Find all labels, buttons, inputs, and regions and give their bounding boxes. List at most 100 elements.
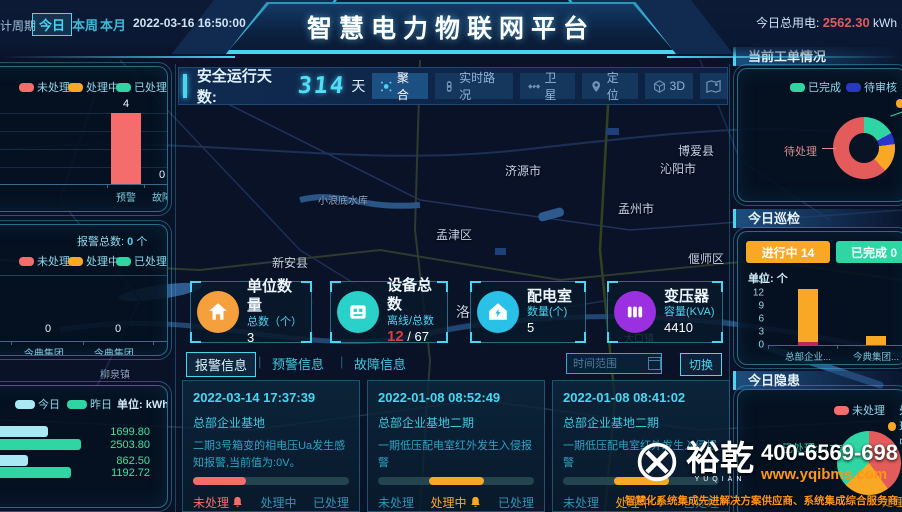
hbar-today [0, 455, 28, 466]
axis-category: 总部企业... [785, 352, 831, 363]
status-handled[interactable]: 已处理 [682, 496, 719, 510]
map-label-water: 小浪底水库 [318, 196, 368, 207]
map-button-traffic[interactable]: 实时路况 [434, 71, 514, 102]
website: www.yqibms.com [760, 465, 888, 483]
y-tick: 12 [752, 287, 764, 299]
time-range-input[interactable] [566, 353, 662, 374]
calendar-icon[interactable] [648, 357, 661, 370]
status-processing[interactable]: 处理中 [260, 496, 297, 510]
alarm-time: 2022-01-08 08:52:49 [378, 390, 501, 405]
period-tab-today[interactable]: 今日 [32, 13, 73, 36]
tab-warning-info[interactable]: 预警信息 [272, 357, 325, 372]
tab-alarm-info[interactable]: 报警信息 [186, 352, 257, 377]
energy-value: 2562.30 [822, 15, 870, 30]
legend-item: 未处理 [19, 253, 70, 269]
hbar-yesterday [0, 467, 71, 478]
energy-label: 今日总用电: [756, 16, 820, 30]
bar-inspection [798, 289, 818, 342]
progress-fill [429, 477, 485, 485]
legend-item: 处理中 [68, 79, 119, 95]
alarm-total-unit: 个 [136, 236, 148, 248]
map-label-city: 偃师区 [688, 252, 725, 266]
map-label-city: 洛 [456, 304, 470, 320]
card-title: 单位数量 [247, 278, 293, 314]
alarm-status-row: 未处理 处理中 已处理 [193, 494, 349, 511]
legend-label: 已完成 [808, 82, 841, 94]
cluster-icon [381, 81, 392, 91]
period-tab-week[interactable]: 本周 [72, 18, 99, 33]
legend-item: 今日 [15, 396, 60, 412]
status-unhandled[interactable]: 未处理 [378, 496, 415, 510]
alarm-status-row: 未处理 处理中 已处理 [378, 494, 534, 511]
legend-swatch [790, 82, 805, 92]
hbar-today [0, 426, 48, 437]
status-unhandled[interactable]: 未处理 [563, 496, 600, 510]
map-label-city: 博爱县 [678, 144, 715, 158]
alarm-site: 总部企业基地 [193, 416, 266, 430]
axis-category: 今典集团... [853, 352, 899, 363]
switch-button[interactable]: 切换 [680, 353, 722, 376]
legend-swatch [896, 98, 902, 108]
inspection-inprogress-button[interactable]: 进行中 14 [746, 241, 830, 263]
status-handled[interactable]: 已处理 [497, 496, 534, 510]
map-button-label: 聚合 [396, 71, 409, 102]
alarm-card[interactable]: 2022-01-08 08:52:49 总部企业基地二期 一期低压配电室红外发生… [367, 380, 545, 512]
map-label-city: 济源市 [505, 164, 542, 178]
map-button-3d[interactable]: 3D [644, 73, 694, 99]
card-value: 3 [247, 329, 255, 345]
status-processing[interactable]: 处理中 [615, 494, 666, 511]
tab-fault-info[interactable]: 故障信息 [354, 357, 407, 372]
axis-category: 预警 [116, 193, 136, 204]
brand-sub: YUQIAN [694, 475, 746, 483]
alarm-time: 2022-01-08 08:41:02 [563, 390, 686, 405]
card-title: 变压器 [664, 287, 710, 305]
period-tab-month[interactable]: 本月 [100, 18, 127, 33]
legend-item: 处理中 [68, 253, 119, 269]
map-button-label: 定位 [606, 71, 619, 102]
map-label-city: 孟津区 [436, 228, 473, 242]
stat-card-transformers: 变压器 容量(KVA) 4410 [607, 281, 723, 343]
donut-callout: 待处理 [784, 146, 817, 158]
legend-item: 已处理 [116, 79, 167, 95]
transformer-icon [614, 291, 656, 333]
inspection-done-button[interactable]: 已完成 0 [836, 241, 902, 263]
alarm-card[interactable]: 2022-01-08 08:41:02 总部企业基地二期 一期低压配电室红外发生… [552, 380, 730, 512]
legend-swatch [846, 82, 861, 92]
panel-hazards: 未处理 处理中 已处理: 0 处理中 [733, 385, 902, 512]
unit-label: 单位: kWh [117, 399, 168, 411]
legend-item: 已完成 [790, 79, 841, 95]
legend-label: 已处理 [134, 82, 167, 94]
building-icon [197, 291, 239, 333]
card-value: 5 [527, 320, 535, 336]
legend-swatch [67, 399, 87, 409]
map-button-maptype[interactable] [700, 73, 728, 99]
header-energy-stats: 今日总用电: 2562.30 kWh 当前总功 [756, 14, 902, 31]
legend-item: 昨日 [67, 396, 112, 412]
card-value: 4410 [664, 320, 693, 336]
card-label: 数量(个) [527, 306, 568, 319]
stat-card-units: 单位数量 总数（个） 3 [190, 278, 312, 345]
axis-category: 故障 [152, 193, 167, 204]
map-button-cluster[interactable]: 聚合 [372, 71, 428, 102]
device-icon [337, 291, 379, 333]
status-unhandled[interactable]: 未处理 [193, 494, 244, 511]
legend-label: 处理中 [86, 256, 119, 268]
divider [729, 64, 730, 512]
map-icon [706, 79, 721, 93]
bar-value: 4 [122, 98, 130, 110]
y-tick: 3 [758, 326, 764, 338]
legend-swatch [19, 82, 34, 92]
alarm-card[interactable]: 2022-03-14 17:37:39 总部企业基地 二期3号箱变的相电压Ua发… [182, 380, 360, 512]
map-button-locate[interactable]: 定位 [582, 71, 638, 102]
vendor-watermark: 裕乾 YUQIAN 400-6569-698 www.yqibms.com 智慧… [618, 440, 902, 510]
status-processing[interactable]: 处理中 [430, 494, 481, 511]
legend-label: 今日 [38, 399, 60, 411]
status-handled[interactable]: 已处理 [312, 496, 349, 510]
axis-category: 今典集团... [23, 349, 73, 356]
map-label-town: 柳泉镇 [100, 370, 130, 381]
map-button-satellite[interactable]: 卫星 [520, 71, 576, 102]
progress-fill [193, 477, 247, 485]
title-banner: 智慧电力物联网平台 [226, 2, 676, 54]
cube-3d-icon [653, 79, 665, 93]
card-title: 设备总数 [387, 277, 433, 313]
